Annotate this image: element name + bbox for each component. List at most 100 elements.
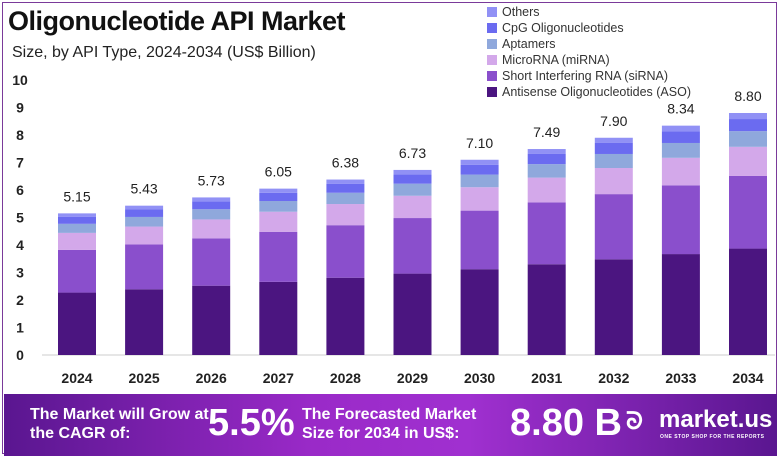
total-label: 6.38 <box>332 155 359 171</box>
bar-segment <box>58 213 96 217</box>
y-tick-label: 9 <box>16 100 24 116</box>
bar-segment <box>594 168 633 195</box>
legend-swatch <box>487 7 497 17</box>
bar-segment <box>326 204 365 226</box>
bar-segment <box>259 211 298 232</box>
y-tick-label: 4 <box>16 237 24 253</box>
bar-segment <box>192 238 231 286</box>
x-tick-label: 2031 <box>531 370 562 386</box>
x-tick-label: 2034 <box>732 370 763 386</box>
bar-segment <box>460 159 499 165</box>
bar-segment <box>58 216 96 224</box>
bar-segment <box>192 285 231 355</box>
legend-item: CpG Oligonucleotides <box>487 20 691 36</box>
bar-segment <box>594 142 633 154</box>
bar-segment <box>661 254 700 355</box>
legend-label: MicroRNA (miRNA) <box>502 53 610 67</box>
y-tick-label: 2 <box>16 292 24 308</box>
bar-segment <box>594 153 633 168</box>
total-label: 5.15 <box>63 188 90 204</box>
bar-segment <box>527 149 566 154</box>
bar-segment <box>192 209 231 220</box>
y-tick-label: 5 <box>16 210 24 226</box>
bar-segment <box>326 277 365 355</box>
x-tick-label: 2027 <box>263 370 294 386</box>
bar-segment <box>393 183 432 196</box>
total-label: 6.05 <box>265 164 292 180</box>
legend-swatch <box>487 55 497 65</box>
bar-segment <box>729 248 767 355</box>
bar-segment <box>259 281 298 355</box>
forecast-text: The Forecasted Market Size for 2034 in U… <box>302 406 477 442</box>
legend-swatch <box>487 71 497 81</box>
bar-segment <box>527 164 566 178</box>
bar-segment <box>259 201 298 212</box>
bar-segment <box>527 264 566 355</box>
bar-segment <box>393 169 432 175</box>
y-tick-label: 6 <box>16 182 24 198</box>
market-us-logo-icon: ᘐ <box>626 408 643 435</box>
bar-segment <box>661 157 700 186</box>
bar-segment <box>460 269 499 355</box>
bar-segment <box>125 209 164 217</box>
legend-item: MicroRNA (miRNA) <box>487 52 691 68</box>
x-tick-label: 2030 <box>464 370 495 386</box>
total-label: 8.80 <box>734 88 761 104</box>
bar-segment <box>58 292 96 355</box>
bar-segment <box>326 183 365 193</box>
legend-label: Short Interfering RNA (siRNA) <box>502 69 669 83</box>
total-label: 5.73 <box>198 172 225 188</box>
bar-segment <box>259 192 298 201</box>
y-tick-label: 1 <box>16 320 24 336</box>
total-label: 7.10 <box>466 135 493 151</box>
legend-label: Aptamers <box>502 37 556 51</box>
summary-banner: The Market will Grow at the CAGR of: 5.5… <box>4 394 777 456</box>
total-label: 5.43 <box>130 181 157 197</box>
bar-segment <box>259 188 298 193</box>
legend-swatch <box>487 39 497 49</box>
cagr-value: 5.5% <box>208 402 295 444</box>
y-tick-label: 7 <box>16 155 24 171</box>
bar-segment <box>125 244 164 290</box>
legend-item: Others <box>487 4 691 20</box>
bar-segment <box>527 153 566 165</box>
bar-segment <box>729 119 767 132</box>
bar-segment <box>460 164 499 175</box>
chart-subtitle: Size, by API Type, 2024-2034 (US$ Billio… <box>12 44 316 61</box>
bar-segment <box>393 174 432 184</box>
legend-label: CpG Oligonucleotides <box>502 21 624 35</box>
legend-item: Antisense Oligonucleotides (ASO) <box>487 84 691 100</box>
bar-segment <box>259 231 298 282</box>
bar-segment <box>393 273 432 355</box>
bar-segment <box>729 131 767 147</box>
bar-segment <box>125 289 164 355</box>
stacked-bar-chart: 0 1 2 3 4 5 6 7 8 9 10 5.15 2024 5.43 2025 5.73 2026 6.05… <box>12 72 775 386</box>
brand-tagline: ONE STOP SHOP FOR THE REPORTS <box>660 434 765 440</box>
total-label: 8.34 <box>667 101 694 117</box>
total-label: 7.90 <box>600 113 627 129</box>
legend-item: Short Interfering RNA (siRNA) <box>487 68 691 84</box>
bar-segment <box>729 113 767 120</box>
bar-segment <box>594 259 633 355</box>
forecast-value: 8.80 B <box>510 402 622 444</box>
bar-segment <box>125 216 164 227</box>
bar-segment <box>729 146 767 176</box>
total-label: 7.49 <box>533 124 560 140</box>
legend-swatch <box>487 23 497 33</box>
cagr-text: The Market will Grow at the CAGR of: <box>30 406 209 442</box>
legend: Others CpG Oligonucleotides Aptamers MicroR… <box>487 4 691 100</box>
bar-segment <box>393 195 432 219</box>
bar-segment <box>326 179 365 184</box>
bar-segment <box>594 194 633 260</box>
bar-segment <box>58 223 96 233</box>
y-tick-label: 3 <box>16 265 24 281</box>
bar-segment <box>460 187 499 211</box>
bar-segment <box>393 218 432 274</box>
y-tick-label: 10 <box>12 72 28 88</box>
x-tick-label: 2024 <box>61 370 92 386</box>
total-label: 6.73 <box>399 145 426 161</box>
x-tick-label: 2025 <box>129 370 160 386</box>
bar-segment <box>125 226 164 245</box>
brand-name: market.us <box>659 406 773 433</box>
bar-segment <box>192 197 231 202</box>
